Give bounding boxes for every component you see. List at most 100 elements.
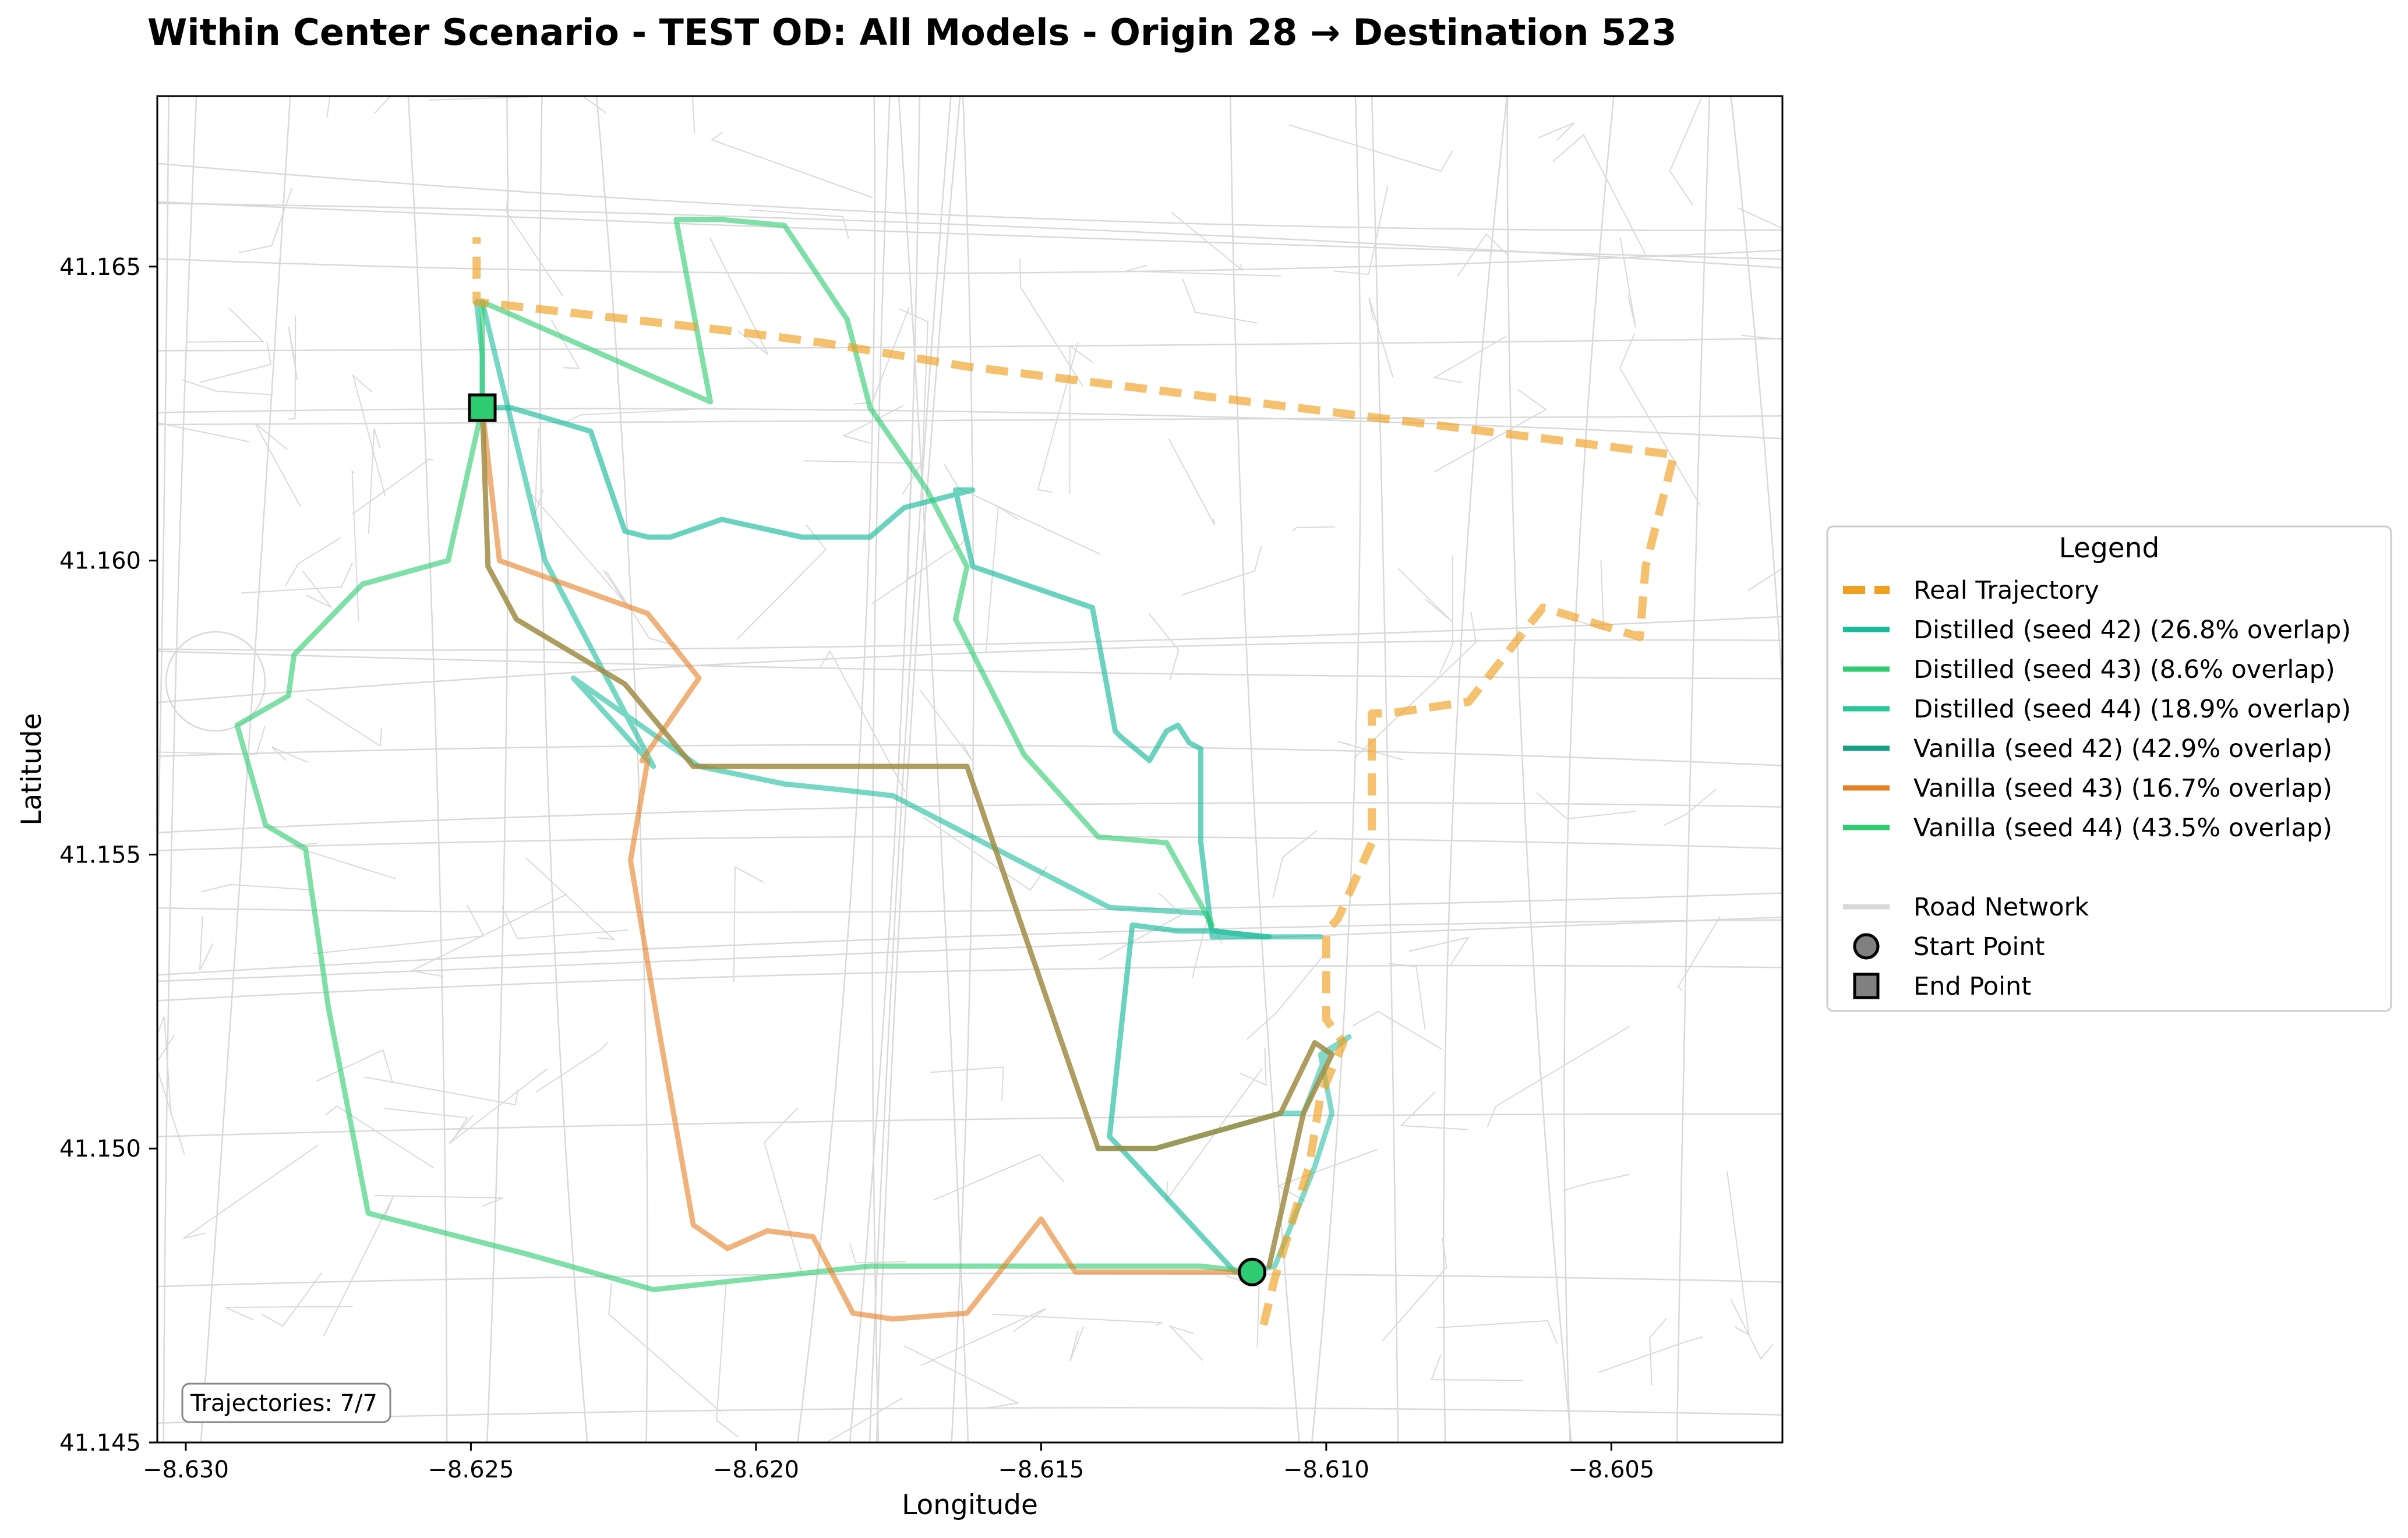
road-segment: [1333, 185, 1389, 275]
legend-entry: End Point: [1853, 972, 2031, 1001]
trajectory-line-5: [479, 405, 1255, 1322]
road-segment: [1226, 1275, 1260, 1348]
road-segment: [409, 893, 568, 977]
x-axis-label: Longitude: [902, 1489, 1038, 1521]
road-segment: [157, 249, 1782, 274]
road-segment: [691, 96, 695, 133]
road-segment: [825, 1398, 903, 1442]
road-segment: [271, 746, 308, 763]
trajectory-line-3: [479, 217, 1215, 928]
x-tick-label: −8.625: [428, 1456, 514, 1483]
y-tick-label: 41.150: [59, 1136, 141, 1162]
legend-entry: Vanilla (seed 43) (16.7% overlap): [1843, 774, 2332, 803]
road-segment: [1741, 334, 1782, 340]
road-segment: [1181, 546, 1262, 596]
road-segment: [506, 190, 564, 297]
road-segment: [539, 96, 588, 1442]
legend-entry: Distilled (seed 42) (26.8% overlap): [1843, 616, 2351, 645]
road-segment: [313, 904, 485, 954]
road-segment: [709, 236, 769, 355]
road-segment: [1442, 96, 1508, 1442]
legend-label: Vanilla (seed 44) (43.5% overlap): [1913, 814, 2332, 843]
y-tick-label: 41.145: [59, 1430, 141, 1456]
legend-entry: Vanilla (seed 42) (42.9% overlap): [1843, 734, 2332, 763]
road-segment: [1148, 613, 1180, 680]
road-segment: [930, 1066, 1004, 1101]
road-segment: [165, 631, 266, 732]
legend-label: Distilled (seed 42) (26.8% overlap): [1913, 616, 2351, 645]
legend-label: Distilled (seed 43) (8.6% overlap): [1913, 655, 2335, 684]
road-segment: [1352, 1010, 1442, 1050]
road-segment: [374, 1195, 503, 1207]
road-segment: [749, 209, 849, 239]
road-segment: [352, 373, 386, 496]
road-segment: [157, 744, 1782, 766]
road-segment: [608, 1282, 722, 1413]
road-segment: [898, 96, 969, 1442]
road-segment: [1664, 788, 1717, 826]
road-segment: [849, 1243, 906, 1264]
road-segment: [1247, 956, 1323, 1040]
road-segment: [525, 857, 616, 941]
road-segment: [920, 1307, 1047, 1367]
road-segment: [1337, 741, 1404, 761]
road-segment: [285, 537, 341, 586]
road-segment: [1506, 96, 1572, 1442]
road-segment: [225, 1306, 353, 1321]
road-segment: [288, 316, 296, 420]
road-segment: [1730, 96, 1782, 698]
road-segment: [157, 1407, 1782, 1424]
road-segment: [716, 1281, 739, 1438]
road-segment: [326, 96, 331, 118]
road-segment: [1069, 344, 1094, 494]
x-tick-label: −8.615: [998, 1456, 1084, 1483]
x-tick-label: −8.630: [143, 1456, 229, 1483]
road-segment: [1649, 1317, 1667, 1386]
y-tick-label: 41.165: [59, 254, 141, 281]
road-segment: [871, 96, 891, 1442]
road-segment: [899, 308, 928, 490]
road-segment: [351, 458, 434, 515]
road-segment: [1182, 278, 1258, 324]
road-segment: [157, 162, 1782, 231]
road-segment: [1562, 1173, 1630, 1191]
road-segment: [157, 650, 1782, 680]
road-segment: [384, 1108, 469, 1144]
trajectory-count-annotation: Trajectories: 7/7: [181, 1383, 391, 1423]
y-tick-label: 41.155: [59, 842, 141, 868]
road-segment: [157, 408, 1782, 440]
x-tick-label: −8.620: [713, 1456, 799, 1483]
road-segment: [157, 1034, 185, 1155]
road-segment: [1126, 264, 1281, 277]
road-segment: [407, 96, 448, 1442]
road-segment: [363, 1076, 519, 1106]
road-segment: [1487, 1026, 1630, 1127]
road-segment: [1436, 1320, 1558, 1344]
road-segment: [1272, 830, 1318, 897]
road-segment: [764, 1107, 803, 1274]
road-segment: [186, 307, 264, 343]
road-segment: [1098, 892, 1183, 961]
road-segment: [351, 469, 359, 622]
road-segment: [1676, 96, 1711, 1442]
start-point-marker: [1238, 1257, 1267, 1286]
trajectory-line-4: [234, 405, 1255, 1292]
road-segment: [157, 96, 170, 916]
trajectory-line-7: [472, 237, 1678, 1326]
road-segment: [157, 422, 250, 443]
road-segment: [1730, 1299, 1774, 1360]
road-segment: [1239, 1048, 1267, 1086]
legend-label: Real Trajectory: [1913, 576, 2099, 605]
road-segment: [1598, 1336, 1704, 1373]
road-segment: [201, 883, 312, 893]
road-segment: [919, 689, 973, 761]
road-segment: [1552, 133, 1646, 254]
road-segment: [1292, 526, 1336, 532]
road-segment: [157, 919, 1782, 976]
road-segment: [157, 1113, 1782, 1138]
road-segment: [157, 802, 1782, 834]
legend-entry: Start Point: [1853, 932, 2045, 961]
road-segment: [290, 843, 396, 879]
legend: Legend Real Trajectory Distilled (seed 42…: [1826, 525, 2392, 1012]
